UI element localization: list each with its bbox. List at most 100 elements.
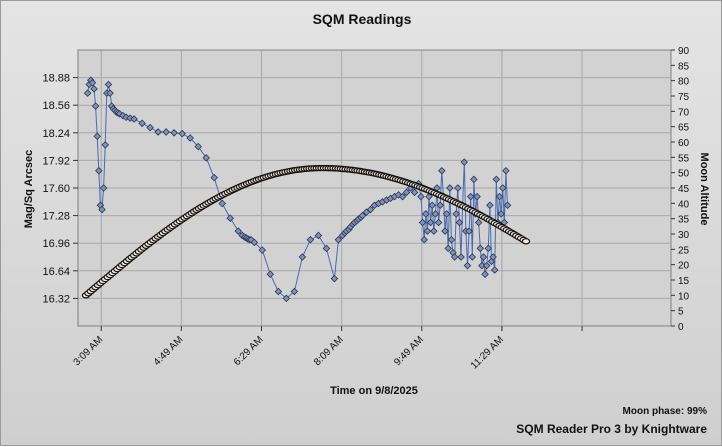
sqm-point <box>314 231 323 240</box>
sqm-point <box>266 270 275 279</box>
sqm-point <box>162 128 170 136</box>
sqm-point <box>91 102 100 110</box>
sqm-point <box>398 192 407 201</box>
sqm-point <box>234 227 243 235</box>
sqm-point <box>226 214 235 222</box>
sqm-point <box>95 166 103 175</box>
sqm-point <box>422 210 430 218</box>
sqm-point <box>447 235 456 244</box>
sqm-point <box>101 141 110 149</box>
x-tick-label: 6:29 AM <box>232 334 266 368</box>
y2-axis-label: Moon Altitude <box>698 153 710 226</box>
sqm-point <box>497 210 505 218</box>
sqm-point <box>481 270 489 279</box>
x-tick-label: 3:09 AM <box>72 334 106 368</box>
credit-note: SQM Reader Pro 3 by Knightware <box>516 422 707 436</box>
sqm-point <box>122 113 130 122</box>
sqm-point <box>465 227 473 235</box>
sqm-point <box>455 218 464 227</box>
sqm-point <box>104 80 113 89</box>
sqm-point <box>441 227 449 235</box>
sqm-point <box>417 192 425 201</box>
sqm-point <box>334 235 343 244</box>
sqm-point <box>322 244 331 253</box>
sqm-point <box>482 261 491 270</box>
sqm-point <box>358 211 367 220</box>
x-axis-label: Time on 9/8/2025 <box>330 385 418 397</box>
sqm-point <box>442 210 451 218</box>
sqm-point <box>498 184 507 192</box>
moon-phase-note: Moon phase: 99% <box>623 406 708 417</box>
sqm-point <box>436 201 444 210</box>
sqm-point <box>489 253 497 261</box>
sqm-point <box>431 210 440 218</box>
sqm-point <box>484 244 493 253</box>
sqm-point <box>502 166 510 175</box>
y-tick-label: 16.64 <box>42 266 70 278</box>
x-axis-ticks: 3:09 AM 4:49 AM 6:29 AM 8:09 AM 9:49 AM 11:29… <box>72 326 583 371</box>
y-tick-label: 17.60 <box>42 183 70 195</box>
y-axis-label: Mag/Sq Arcsec <box>23 150 35 228</box>
sqm-point <box>170 129 178 137</box>
sqm-point <box>426 218 435 227</box>
sqm-point <box>290 287 299 296</box>
sqm-point <box>450 253 459 261</box>
y2-tick-label: 85 <box>678 61 690 72</box>
y2-tick-label: 80 <box>678 77 690 88</box>
y2-tick-label: 20 <box>678 261 690 272</box>
sqm-point <box>454 184 462 192</box>
y2-axis-ticks: 0 5 10 15 20 25 30 35 40 45 50 55 60 65 70 75 80 85 90 <box>671 46 690 333</box>
y2-tick-label: 35 <box>678 215 690 226</box>
sqm-point <box>490 266 499 274</box>
sqm-point <box>438 166 446 175</box>
sqm-point <box>492 175 501 184</box>
sqm-point <box>218 199 227 208</box>
sqm-point <box>274 287 283 296</box>
sqm-point <box>430 227 438 235</box>
sqm-point <box>446 184 454 192</box>
sqm-point <box>202 154 210 162</box>
sqm-point <box>468 253 477 261</box>
y2-tick-label: 15 <box>678 276 690 287</box>
x-tick-label: 4:49 AM <box>152 334 186 368</box>
sqm-point <box>470 175 478 184</box>
sqm-point <box>210 173 218 182</box>
sqm-point <box>282 294 291 303</box>
sqm-point <box>90 85 98 93</box>
x-tick-label: 9:49 AM <box>392 334 426 368</box>
sqm-point <box>154 128 162 136</box>
y2-tick-label: 65 <box>678 123 690 134</box>
series-sqm-readings <box>83 76 512 303</box>
sqm-point <box>366 205 375 214</box>
sqm-point <box>247 235 255 244</box>
y2-tick-label: 90 <box>678 46 690 57</box>
y2-tick-label: 75 <box>678 92 690 103</box>
x-tick-label: 11:29 AM <box>469 334 506 371</box>
y2-tick-label: 0 <box>678 322 684 333</box>
sqm-point <box>146 123 154 132</box>
sqm-point <box>410 188 419 197</box>
sqm-point <box>476 244 485 253</box>
sqm-point <box>98 205 106 214</box>
sqm-point <box>486 201 494 210</box>
sqm-point <box>463 261 472 270</box>
sqm-point <box>460 158 469 166</box>
x-tick-label: 8:09 AM <box>312 334 346 368</box>
sqm-point <box>298 253 307 261</box>
sqm-point <box>425 192 433 201</box>
sqm-point <box>434 218 443 227</box>
y-tick-label: 17.28 <box>42 211 70 223</box>
y-tick-label: 18.56 <box>42 100 70 112</box>
y-tick-label: 16.32 <box>42 293 70 305</box>
series-moon-altitude <box>81 164 531 299</box>
y2-tick-label: 10 <box>678 291 690 302</box>
chart-title: SQM Readings <box>313 11 412 27</box>
sqm-point <box>452 210 461 218</box>
sqm-point <box>428 201 436 210</box>
y2-tick-label: 45 <box>678 184 690 195</box>
y2-tick-label: 40 <box>678 199 690 210</box>
sqm-point <box>479 253 488 261</box>
sqm-point <box>115 110 124 118</box>
